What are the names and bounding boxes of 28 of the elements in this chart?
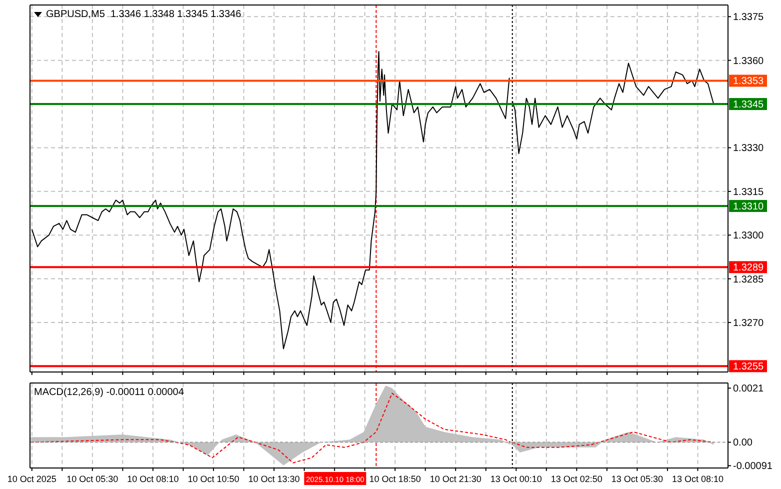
chart-title: GBPUSD,M5 1.3346 1.3348 1.3345 1.3346 (46, 9, 242, 20)
x-tick-label: 13 Oct 02:50 (550, 474, 602, 484)
y-tick-label: 1.3270 (733, 318, 764, 329)
y-tick-label: 1.3300 (733, 230, 764, 242)
ref-line-label: 1.3310 (733, 201, 764, 212)
chart-title: MACD(12,26,9) -0.00011 0.00004 (34, 387, 184, 398)
x-tick-label: 10 Oct 21:30 (430, 474, 482, 484)
x-tick-label: 13 Oct 08:10 (672, 474, 724, 484)
y-tick-label: 1.3315 (733, 186, 764, 198)
x-tick-label: 10 Oct 18:50 (369, 474, 421, 484)
y-tick-label: 0.0021 (733, 384, 764, 395)
x-tick-label: 10 Oct 13:30 (248, 474, 300, 484)
x-tick-label: 10 Oct 05:30 (66, 474, 118, 484)
ref-line-label: 1.3345 (733, 100, 764, 111)
x-tick-label: 10 Oct 08:10 (127, 474, 179, 484)
y-tick-label: 1.3330 (733, 143, 764, 154)
ref-line-label: 1.3255 (733, 362, 764, 373)
y-tick-label: -0.00091 (733, 461, 773, 472)
x-tick-label: 13 Oct 00:10 (490, 474, 542, 484)
x-tick-label: 13 Oct 05:30 (611, 474, 663, 484)
y-tick-label: 1.3360 (733, 56, 764, 67)
x-tick-label: 10 Oct 10:50 (188, 474, 240, 484)
y-tick-label: 1.3285 (733, 274, 764, 286)
ref-line-label: 1.3289 (733, 262, 764, 274)
ref-line-label: 1.3353 (733, 76, 764, 88)
y-tick-label: 0.00 (733, 438, 753, 449)
x-tick-label: 10 Oct 2025 (7, 474, 56, 484)
y-tick-label: 1.3375 (733, 12, 764, 24)
